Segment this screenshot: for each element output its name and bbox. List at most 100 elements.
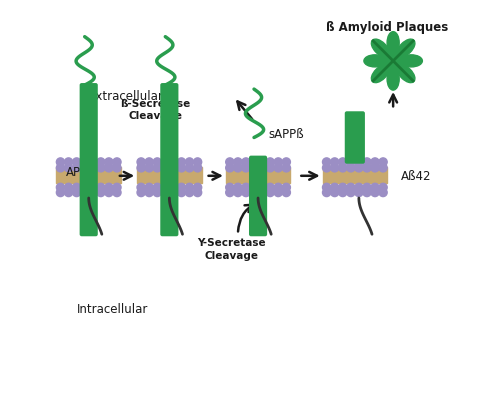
Circle shape bbox=[194, 164, 202, 173]
Circle shape bbox=[355, 189, 363, 197]
Circle shape bbox=[88, 189, 97, 197]
Ellipse shape bbox=[372, 66, 389, 83]
Circle shape bbox=[266, 164, 274, 173]
Circle shape bbox=[274, 184, 282, 192]
Circle shape bbox=[322, 184, 330, 192]
Ellipse shape bbox=[372, 40, 389, 58]
Circle shape bbox=[72, 189, 80, 197]
Circle shape bbox=[266, 184, 274, 192]
Circle shape bbox=[56, 189, 64, 197]
Circle shape bbox=[96, 158, 105, 167]
Circle shape bbox=[64, 189, 72, 197]
Circle shape bbox=[105, 189, 113, 197]
Text: ß-Secretase
Cleavage: ß-Secretase Cleavage bbox=[120, 99, 190, 121]
Bar bbox=[56, 167, 121, 183]
Ellipse shape bbox=[397, 66, 415, 83]
Circle shape bbox=[137, 158, 145, 167]
Circle shape bbox=[383, 52, 403, 72]
Circle shape bbox=[346, 164, 355, 173]
Circle shape bbox=[274, 158, 282, 167]
Circle shape bbox=[282, 189, 290, 197]
Circle shape bbox=[170, 158, 177, 167]
FancyBboxPatch shape bbox=[249, 156, 267, 237]
Circle shape bbox=[56, 158, 64, 167]
Circle shape bbox=[274, 164, 282, 173]
Circle shape bbox=[355, 184, 363, 192]
Circle shape bbox=[234, 184, 242, 192]
Circle shape bbox=[96, 189, 105, 197]
Circle shape bbox=[258, 158, 266, 167]
Circle shape bbox=[258, 189, 266, 197]
Bar bbox=[137, 167, 202, 183]
Circle shape bbox=[105, 164, 113, 173]
Circle shape bbox=[330, 184, 339, 192]
Circle shape bbox=[56, 184, 64, 192]
Circle shape bbox=[371, 158, 379, 167]
Circle shape bbox=[88, 158, 97, 167]
Circle shape bbox=[371, 189, 379, 197]
Circle shape bbox=[72, 184, 80, 192]
Circle shape bbox=[266, 189, 274, 197]
Circle shape bbox=[137, 184, 145, 192]
Circle shape bbox=[194, 189, 202, 197]
Circle shape bbox=[258, 164, 266, 173]
Circle shape bbox=[161, 164, 170, 173]
Circle shape bbox=[242, 184, 250, 192]
Circle shape bbox=[234, 164, 242, 173]
Bar bbox=[322, 167, 387, 183]
Circle shape bbox=[338, 189, 347, 197]
Circle shape bbox=[338, 164, 347, 173]
Circle shape bbox=[178, 164, 186, 173]
Circle shape bbox=[282, 158, 290, 167]
Text: Intracellular: Intracellular bbox=[76, 303, 148, 315]
Circle shape bbox=[226, 164, 234, 173]
Circle shape bbox=[80, 184, 89, 192]
Circle shape bbox=[242, 189, 250, 197]
Circle shape bbox=[330, 164, 339, 173]
Circle shape bbox=[178, 184, 186, 192]
Circle shape bbox=[105, 184, 113, 192]
Bar bbox=[226, 167, 290, 183]
Circle shape bbox=[64, 164, 72, 173]
Circle shape bbox=[145, 164, 154, 173]
Circle shape bbox=[161, 189, 170, 197]
Circle shape bbox=[56, 164, 64, 173]
Circle shape bbox=[178, 158, 186, 167]
Circle shape bbox=[72, 158, 80, 167]
Circle shape bbox=[250, 184, 258, 192]
Circle shape bbox=[170, 164, 177, 173]
Text: APP: APP bbox=[66, 166, 88, 179]
Circle shape bbox=[338, 184, 347, 192]
Circle shape bbox=[153, 158, 162, 167]
Circle shape bbox=[194, 158, 202, 167]
Circle shape bbox=[258, 184, 266, 192]
Circle shape bbox=[194, 184, 202, 192]
Circle shape bbox=[186, 184, 194, 192]
Text: sAPPß: sAPPß bbox=[268, 128, 304, 141]
Circle shape bbox=[379, 189, 387, 197]
Circle shape bbox=[113, 164, 121, 173]
Circle shape bbox=[88, 164, 97, 173]
Circle shape bbox=[105, 158, 113, 167]
Circle shape bbox=[346, 184, 355, 192]
Ellipse shape bbox=[387, 69, 399, 91]
Circle shape bbox=[379, 158, 387, 167]
Ellipse shape bbox=[400, 55, 422, 68]
Circle shape bbox=[250, 158, 258, 167]
Circle shape bbox=[274, 189, 282, 197]
Circle shape bbox=[80, 164, 89, 173]
Circle shape bbox=[161, 184, 170, 192]
Circle shape bbox=[161, 158, 170, 167]
Circle shape bbox=[113, 184, 121, 192]
Circle shape bbox=[113, 158, 121, 167]
Circle shape bbox=[242, 158, 250, 167]
Text: ß Amyloid Plaques: ß Amyloid Plaques bbox=[326, 21, 448, 34]
Circle shape bbox=[226, 184, 234, 192]
Circle shape bbox=[226, 158, 234, 167]
Circle shape bbox=[379, 164, 387, 173]
Circle shape bbox=[322, 189, 330, 197]
Circle shape bbox=[346, 158, 355, 167]
Circle shape bbox=[145, 189, 154, 197]
Circle shape bbox=[113, 189, 121, 197]
Circle shape bbox=[355, 158, 363, 167]
